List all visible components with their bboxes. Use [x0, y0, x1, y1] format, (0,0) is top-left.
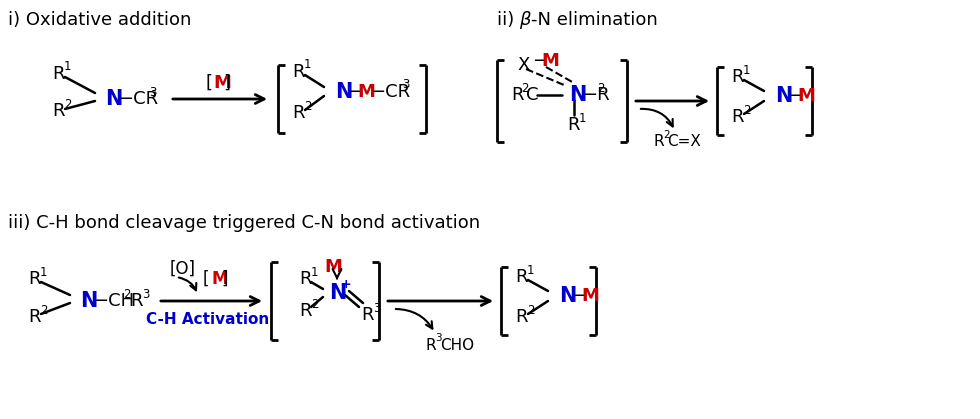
Text: −: −: [348, 83, 364, 101]
Text: ]: ]: [223, 74, 230, 92]
Text: −: −: [572, 287, 587, 305]
Text: 1: 1: [40, 266, 47, 279]
Text: 1: 1: [579, 111, 586, 124]
Text: M: M: [213, 74, 231, 92]
Text: R: R: [361, 306, 373, 324]
Text: R: R: [292, 63, 305, 81]
Text: 3: 3: [435, 333, 442, 343]
Text: C: C: [526, 86, 538, 104]
Text: [: [: [205, 74, 212, 92]
Text: iii) C-H bond cleavage triggered C-N bond activation: iii) C-H bond cleavage triggered C-N bon…: [8, 214, 480, 232]
Text: ii): ii): [497, 11, 520, 29]
Text: 1: 1: [743, 64, 751, 77]
Text: R: R: [299, 302, 312, 320]
Text: 2: 2: [123, 287, 130, 300]
Text: R: R: [52, 65, 65, 83]
Text: N: N: [329, 283, 346, 303]
Text: N: N: [569, 85, 586, 105]
Text: −: −: [532, 52, 547, 70]
Text: R: R: [28, 270, 40, 288]
Text: −: −: [788, 87, 804, 105]
Text: 2: 2: [597, 82, 605, 95]
Text: R: R: [731, 68, 744, 86]
Text: +: +: [341, 279, 352, 292]
Text: M: M: [324, 258, 342, 276]
Text: i) Oxidative addition: i) Oxidative addition: [8, 11, 191, 29]
Text: 3: 3: [142, 287, 149, 300]
Text: R: R: [130, 292, 142, 310]
Text: −CR: −CR: [370, 83, 410, 101]
Text: −CH: −CH: [93, 292, 134, 310]
Text: N: N: [105, 89, 122, 109]
Text: 2: 2: [304, 99, 312, 112]
Text: M: M: [797, 87, 815, 105]
Text: R: R: [653, 134, 663, 148]
Text: N: N: [80, 291, 97, 311]
Text: ]: ]: [221, 270, 227, 288]
Text: N: N: [775, 86, 793, 106]
Text: M: M: [541, 52, 559, 70]
Text: C=X: C=X: [667, 134, 701, 148]
Text: R: R: [567, 116, 579, 134]
Text: 3: 3: [373, 302, 380, 315]
Text: C-H Activation: C-H Activation: [146, 311, 270, 326]
Text: R: R: [292, 104, 305, 122]
Text: 3: 3: [149, 85, 157, 98]
Text: R: R: [299, 270, 312, 288]
Text: M: M: [581, 287, 599, 305]
Text: R: R: [731, 108, 744, 126]
Text: 1: 1: [527, 264, 534, 277]
Text: [O]: [O]: [170, 260, 196, 278]
Text: 2: 2: [40, 303, 47, 316]
Text: R: R: [52, 102, 65, 120]
Text: −CR: −CR: [118, 90, 158, 108]
Text: R: R: [515, 268, 527, 286]
Text: 2: 2: [663, 130, 669, 140]
Text: M: M: [357, 83, 375, 101]
Text: 1: 1: [64, 60, 72, 73]
Text: R: R: [511, 86, 523, 104]
Text: N: N: [559, 286, 576, 306]
Text: 2: 2: [743, 103, 751, 116]
Text: 1: 1: [311, 266, 319, 279]
Text: R: R: [28, 308, 40, 326]
Text: M: M: [211, 270, 227, 288]
Text: [: [: [203, 270, 210, 288]
Text: β: β: [519, 11, 530, 29]
Text: -N elimination: -N elimination: [531, 11, 658, 29]
Text: 1: 1: [304, 59, 312, 72]
Text: R: R: [515, 308, 527, 326]
Text: X: X: [517, 56, 529, 74]
Text: 2: 2: [521, 82, 528, 95]
Text: 2: 2: [64, 98, 72, 111]
Text: 3: 3: [402, 78, 410, 91]
Text: R: R: [425, 337, 436, 352]
Text: 2: 2: [527, 303, 534, 316]
Text: CHO: CHO: [440, 337, 474, 352]
Text: 2: 2: [311, 297, 319, 310]
Text: N: N: [335, 82, 353, 102]
Text: −R: −R: [582, 86, 610, 104]
